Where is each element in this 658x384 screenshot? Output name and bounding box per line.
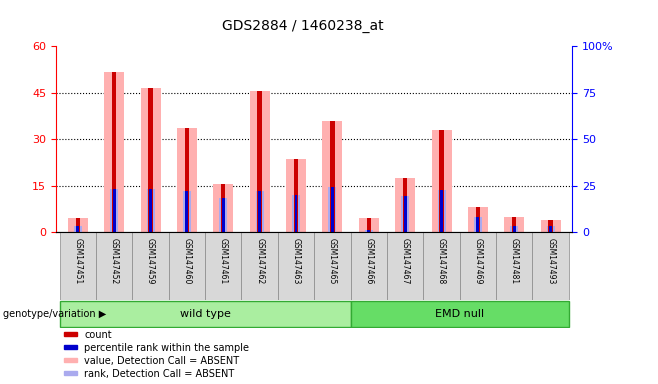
Text: rank, Detection Call = ABSENT: rank, Detection Call = ABSENT: [84, 369, 235, 379]
Text: GSM147451: GSM147451: [73, 238, 82, 284]
Bar: [322, 121, 342, 232]
Bar: [476, 217, 479, 232]
FancyBboxPatch shape: [132, 232, 168, 300]
FancyBboxPatch shape: [387, 232, 423, 300]
Text: GSM147460: GSM147460: [182, 238, 191, 284]
Bar: [367, 230, 370, 232]
FancyBboxPatch shape: [168, 232, 205, 300]
Bar: [286, 159, 306, 232]
FancyBboxPatch shape: [60, 232, 96, 300]
Bar: [403, 196, 407, 232]
Bar: [64, 358, 76, 362]
Bar: [359, 218, 379, 232]
Bar: [294, 159, 298, 232]
Text: GSM147459: GSM147459: [146, 238, 155, 284]
Bar: [222, 198, 225, 232]
Bar: [432, 130, 451, 232]
Bar: [149, 189, 152, 232]
Text: genotype/variation ▶: genotype/variation ▶: [3, 309, 107, 319]
Bar: [440, 190, 443, 232]
Bar: [186, 191, 188, 232]
Bar: [113, 189, 116, 232]
FancyBboxPatch shape: [278, 232, 315, 300]
Bar: [330, 121, 334, 232]
Bar: [64, 371, 76, 375]
Bar: [64, 345, 76, 349]
Bar: [468, 207, 488, 232]
Text: GSM147461: GSM147461: [218, 238, 228, 284]
Text: GSM147462: GSM147462: [255, 238, 264, 284]
Bar: [104, 73, 124, 232]
Bar: [112, 73, 116, 232]
Bar: [365, 230, 373, 232]
FancyBboxPatch shape: [496, 232, 532, 300]
Bar: [331, 187, 334, 232]
Bar: [513, 226, 516, 232]
Text: wild type: wild type: [180, 309, 230, 319]
Bar: [541, 220, 561, 232]
FancyBboxPatch shape: [423, 232, 460, 300]
Text: GDS2884 / 1460238_at: GDS2884 / 1460238_at: [222, 19, 384, 33]
Text: GSM147452: GSM147452: [110, 238, 118, 284]
Bar: [147, 189, 155, 232]
Bar: [257, 91, 262, 232]
Bar: [141, 88, 161, 232]
Bar: [76, 226, 79, 232]
Bar: [474, 217, 482, 232]
Text: GSM147466: GSM147466: [365, 238, 373, 284]
FancyBboxPatch shape: [351, 301, 569, 327]
FancyBboxPatch shape: [241, 232, 278, 300]
Bar: [295, 195, 297, 232]
Bar: [185, 128, 189, 232]
Text: value, Detection Call = ABSENT: value, Detection Call = ABSENT: [84, 356, 240, 366]
Bar: [510, 226, 519, 232]
Text: GSM147469: GSM147469: [473, 238, 482, 284]
Bar: [110, 189, 118, 232]
Bar: [177, 128, 197, 232]
FancyBboxPatch shape: [315, 232, 351, 300]
Text: percentile rank within the sample: percentile rank within the sample: [84, 343, 249, 353]
Bar: [367, 218, 371, 232]
Text: EMD null: EMD null: [435, 309, 484, 319]
Text: GSM147465: GSM147465: [328, 238, 337, 284]
Bar: [258, 191, 261, 232]
Text: GSM147481: GSM147481: [510, 238, 519, 284]
Bar: [328, 187, 336, 232]
Bar: [403, 178, 407, 232]
FancyBboxPatch shape: [532, 232, 569, 300]
Bar: [292, 195, 300, 232]
Bar: [148, 88, 153, 232]
Bar: [395, 178, 415, 232]
Bar: [476, 207, 480, 232]
FancyBboxPatch shape: [96, 232, 132, 300]
Bar: [64, 332, 76, 336]
Bar: [221, 184, 226, 232]
Bar: [219, 198, 227, 232]
FancyBboxPatch shape: [351, 232, 387, 300]
Bar: [249, 91, 270, 232]
Text: GSM147467: GSM147467: [401, 238, 410, 284]
Bar: [547, 226, 555, 232]
Text: GSM147468: GSM147468: [437, 238, 446, 284]
Bar: [440, 130, 443, 232]
Bar: [183, 191, 191, 232]
Bar: [74, 226, 82, 232]
Bar: [549, 220, 553, 232]
FancyBboxPatch shape: [60, 301, 351, 327]
Text: count: count: [84, 330, 112, 340]
FancyBboxPatch shape: [460, 232, 496, 300]
Bar: [76, 218, 80, 232]
Bar: [438, 190, 445, 232]
Bar: [401, 196, 409, 232]
FancyBboxPatch shape: [205, 232, 241, 300]
Bar: [549, 226, 552, 232]
Bar: [68, 218, 88, 232]
Bar: [255, 191, 264, 232]
Bar: [213, 184, 233, 232]
Bar: [504, 217, 524, 232]
Bar: [512, 217, 517, 232]
Text: GSM147493: GSM147493: [546, 238, 555, 284]
Text: GSM147463: GSM147463: [291, 238, 301, 284]
